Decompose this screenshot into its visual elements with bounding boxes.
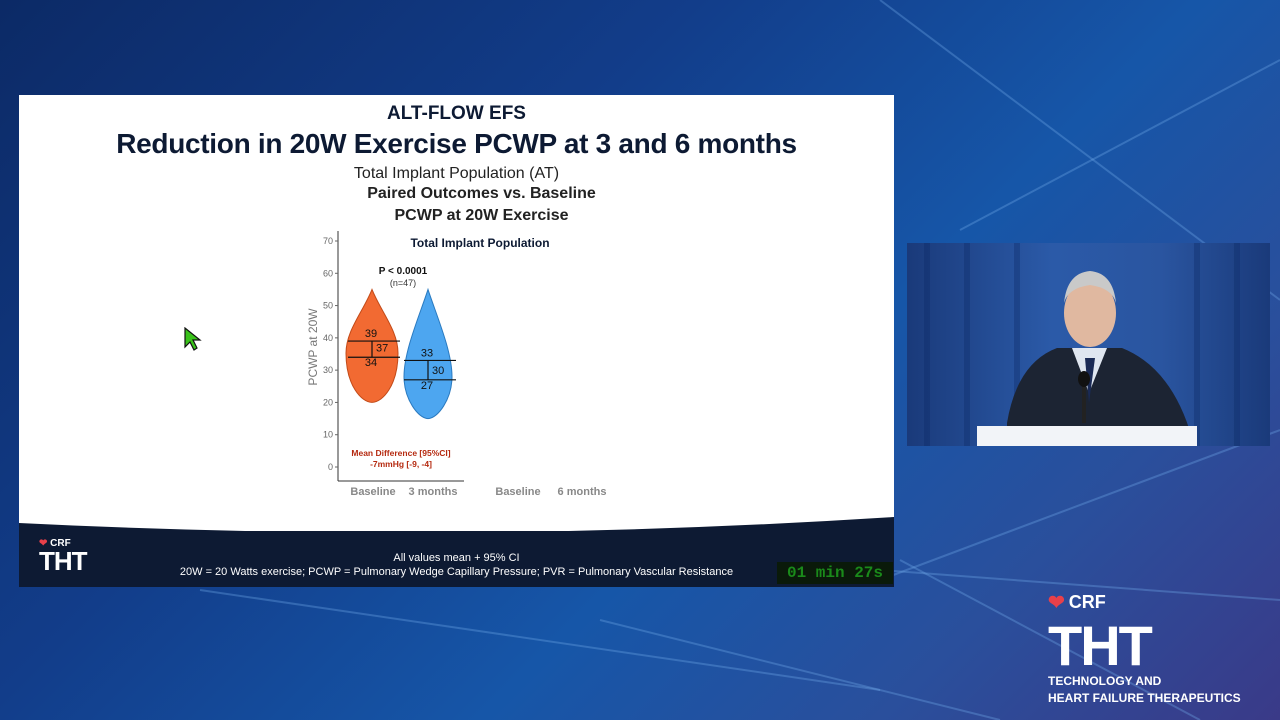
speaker-figure: [924, 243, 1240, 446]
violin-3-months: [403, 287, 453, 420]
y-tick-label: 50: [323, 301, 333, 311]
slide-subtitle-paired: Paired Outcomes vs. Baseline: [367, 185, 596, 202]
y-tick-label: 60: [323, 268, 333, 278]
ci-lower-label: 27: [421, 380, 433, 392]
x-axis-labels: Baseline 3 months Baseline 6 months: [350, 486, 606, 498]
logo-tagline-1: TECHNOLOGY AND: [1048, 674, 1162, 688]
slide-title-main: Reduction in 20W Exercise PCWP at 3 and …: [116, 128, 797, 159]
slide-logo-tht: THT: [39, 546, 88, 576]
mouse-cursor-icon: [184, 327, 202, 351]
slide-title-study: ALT-FLOW EFS: [387, 103, 526, 124]
logo-tagline-2: HEART FAILURE THERAPEUTICS: [1048, 691, 1241, 705]
mean-label: 30: [432, 365, 444, 377]
chart-title: Total Implant Population: [410, 236, 549, 250]
slide-logo: ❤ CRF THT: [39, 538, 88, 576]
y-tick-label: 40: [323, 333, 333, 343]
y-tick-label: 10: [323, 430, 333, 440]
logo-tht-text: THT: [1048, 614, 1153, 677]
slide-footer: [19, 531, 894, 587]
mean-difference-label: Mean Difference [95%CI]: [351, 448, 450, 458]
presentation-slide: ALT-FLOW EFS Reduction in 20W Exercise P…: [19, 95, 894, 587]
heart-icon: ❤: [1048, 592, 1065, 614]
p-value-label: P < 0.0001: [379, 266, 428, 277]
ci-upper-label: 39: [365, 328, 377, 340]
mean-difference-value: -7mmHg [-9, -4]: [370, 459, 432, 469]
footer-note-abbreviations: 20W = 20 Watts exercise; PCWP = Pulmonar…: [179, 566, 734, 578]
logo-crf-text: CRF: [1068, 592, 1106, 612]
y-tick-label: 20: [323, 397, 333, 407]
slide-subtitle-population: Total Implant Population (AT): [353, 165, 560, 182]
mean-label: 37: [376, 343, 388, 355]
slide-logo-crf: CRF: [50, 538, 71, 549]
ci-lower-label: 34: [365, 357, 377, 369]
y-axis: 0 10 20 30 40 50 60 70: [323, 231, 464, 482]
y-tick-label: 30: [323, 365, 333, 375]
slide-subtitle-measure: PCWP at 20W Exercise: [394, 207, 569, 224]
speaker-timer: 01 min 27s: [777, 562, 893, 584]
violin-chart: 0 10 20 30 40 50 60 70 39 37 34 33 30 27 Baseline 3 m…: [306, 231, 606, 498]
x-tick-label: Baseline: [495, 486, 540, 498]
conference-logo: ❤ CRF THT TECHNOLOGY AND HEART FAILURE TH…: [1048, 590, 1241, 705]
y-tick-label: 70: [323, 236, 333, 246]
ci-upper-label: 33: [421, 347, 433, 359]
n-label: (n=47): [390, 278, 416, 288]
y-tick-label: 0: [328, 462, 333, 472]
footer-note-values: All values mean + 95% CI: [393, 552, 520, 564]
y-axis-label: PCWP at 20W: [306, 308, 320, 386]
x-tick-label: 3 months: [409, 486, 458, 498]
x-tick-label: 6 months: [558, 486, 607, 498]
speaker-video: [907, 243, 1270, 446]
heart-icon: ❤: [39, 538, 48, 549]
violins: 39 37 34 33 30 27: [345, 287, 456, 420]
x-tick-label: Baseline: [350, 486, 395, 498]
